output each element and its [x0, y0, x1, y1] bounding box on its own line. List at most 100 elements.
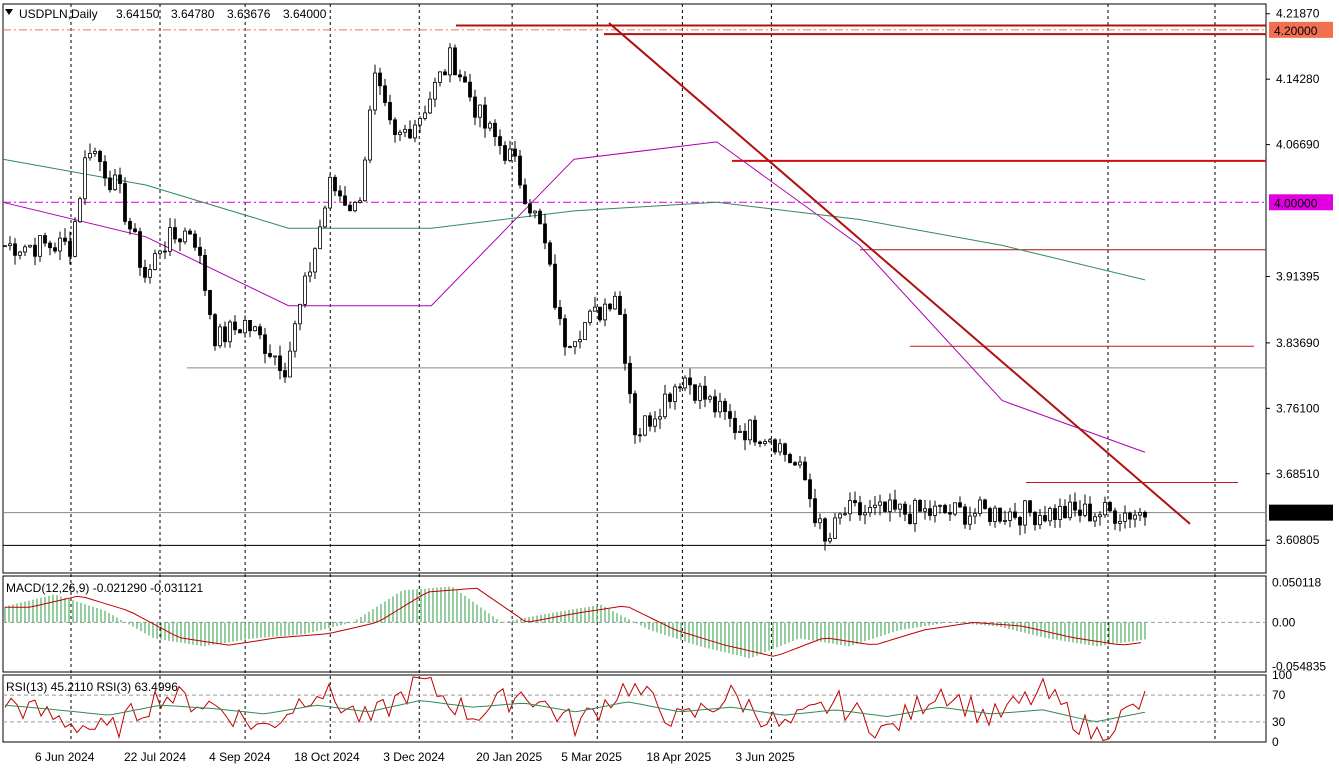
candle-body-176[interactable] — [883, 501, 887, 512]
candle-body-3[interactable] — [18, 251, 22, 256]
candle-body-50[interactable] — [253, 326, 257, 332]
candle-body-52[interactable] — [263, 334, 267, 354]
candle-body-199[interactable] — [998, 507, 1002, 522]
candle-body-43[interactable] — [218, 326, 222, 347]
candle-body-53[interactable] — [268, 353, 272, 357]
candle-body-49[interactable] — [248, 319, 252, 332]
candle-body-16[interactable] — [83, 157, 87, 200]
candle-body-140[interactable] — [703, 385, 707, 400]
candle-body-170[interactable] — [853, 500, 857, 504]
downtrend-line[interactable] — [608, 22, 1191, 525]
candle-body-200[interactable] — [1003, 520, 1007, 522]
candle-body-56[interactable] — [283, 370, 287, 378]
candle-body-124[interactable] — [623, 314, 627, 364]
candle-body-6[interactable] — [33, 244, 37, 257]
candle-body-173[interactable] — [868, 507, 872, 514]
candle-body-118[interactable] — [593, 306, 597, 312]
candle-body-74[interactable] — [373, 72, 377, 111]
candle-body-218[interactable] — [1093, 516, 1097, 522]
candle-body-194[interactable] — [973, 513, 977, 517]
candle-body-167[interactable] — [838, 513, 842, 519]
candle-body-95[interactable] — [478, 104, 482, 118]
candle-body-121[interactable] — [608, 303, 612, 310]
candle-body-12[interactable] — [63, 237, 67, 242]
candle-body-184[interactable] — [923, 508, 927, 512]
candle-body-116[interactable] — [583, 322, 587, 340]
candle-body-207[interactable] — [1038, 515, 1042, 526]
candle-body-164[interactable] — [823, 518, 827, 542]
candle-body-9[interactable] — [48, 242, 52, 249]
candle-body-20[interactable] — [103, 161, 107, 179]
candle-body-223[interactable] — [1118, 520, 1122, 524]
candle-body-174[interactable] — [873, 504, 877, 508]
candle-body-214[interactable] — [1073, 501, 1077, 511]
candle-body-125[interactable] — [628, 362, 632, 395]
candle-body-30[interactable] — [153, 253, 157, 270]
candle-body-228[interactable] — [1143, 511, 1147, 518]
candle-body-2[interactable] — [13, 243, 17, 256]
candle-body-14[interactable] — [73, 221, 77, 257]
candle-body-183[interactable] — [918, 500, 922, 512]
candle-body-132[interactable] — [663, 393, 667, 418]
candle-body-28[interactable] — [143, 266, 147, 278]
candle-body-159[interactable] — [798, 461, 802, 466]
candle-body-198[interactable] — [993, 507, 997, 522]
candle-body-185[interactable] — [928, 508, 932, 516]
candle-body-210[interactable] — [1053, 508, 1057, 520]
horizontal-levels[interactable] — [3, 24, 1266, 546]
candle-body-117[interactable] — [588, 310, 592, 323]
rsi-panel[interactable] — [3, 676, 1266, 742]
candle-body-36[interactable] — [183, 230, 187, 243]
candle-body-11[interactable] — [58, 237, 62, 252]
candle-body-150[interactable] — [753, 419, 757, 443]
candle-body-62[interactable] — [313, 248, 317, 273]
candle-body-100[interactable] — [503, 145, 507, 161]
candle-body-171[interactable] — [858, 502, 862, 516]
candle-body-152[interactable] — [763, 441, 767, 444]
candle-body-154[interactable] — [773, 439, 777, 453]
candle-body-136[interactable] — [683, 377, 687, 389]
candle-body-64[interactable] — [323, 207, 327, 228]
candle-body-226[interactable] — [1133, 514, 1137, 520]
candle-body-38[interactable] — [193, 233, 197, 248]
candle-body-219[interactable] — [1098, 514, 1102, 518]
candle-body-209[interactable] — [1048, 508, 1052, 522]
candle-body-139[interactable] — [698, 385, 702, 401]
candle-body-15[interactable] — [78, 198, 82, 223]
candle-body-69[interactable] — [348, 204, 352, 212]
candle-body-193[interactable] — [968, 515, 972, 525]
candle-body-27[interactable] — [138, 231, 142, 268]
candle-body-179[interactable] — [898, 503, 902, 510]
collapse-arrow-icon[interactable] — [5, 9, 13, 15]
candle-body-1[interactable] — [8, 243, 12, 247]
candle-body-148[interactable] — [743, 430, 747, 441]
candle-body-8[interactable] — [43, 235, 47, 244]
candle-body-189[interactable] — [948, 512, 952, 515]
candle-body-102[interactable] — [513, 148, 517, 157]
candle-body-105[interactable] — [528, 203, 532, 214]
candle-body-187[interactable] — [938, 504, 942, 507]
candle-body-47[interactable] — [238, 329, 242, 334]
candle-body-108[interactable] — [543, 223, 547, 244]
candle-body-97[interactable] — [488, 122, 492, 129]
candle-body-86[interactable] — [433, 81, 437, 100]
candle-body-0[interactable] — [3, 245, 7, 248]
candle-body-60[interactable] — [303, 275, 307, 305]
candle-body-213[interactable] — [1068, 501, 1072, 519]
candle-body-75[interactable] — [378, 72, 382, 87]
candle-body-77[interactable] — [388, 102, 392, 121]
candle-body-191[interactable] — [958, 502, 962, 508]
candle-body-106[interactable] — [533, 210, 537, 214]
candle-body-153[interactable] — [768, 439, 772, 443]
candle-body-66[interactable] — [333, 176, 337, 192]
candle-body-33[interactable] — [168, 227, 172, 252]
candle-body-101[interactable] — [508, 148, 512, 161]
candle-body-7[interactable] — [38, 235, 42, 257]
candle-body-51[interactable] — [258, 326, 262, 336]
candle-body-37[interactable] — [188, 230, 192, 235]
candle-body-65[interactable] — [328, 176, 332, 209]
candle-body-24[interactable] — [123, 183, 127, 222]
candle-body-48[interactable] — [243, 319, 247, 334]
candle-body-57[interactable] — [288, 350, 292, 378]
